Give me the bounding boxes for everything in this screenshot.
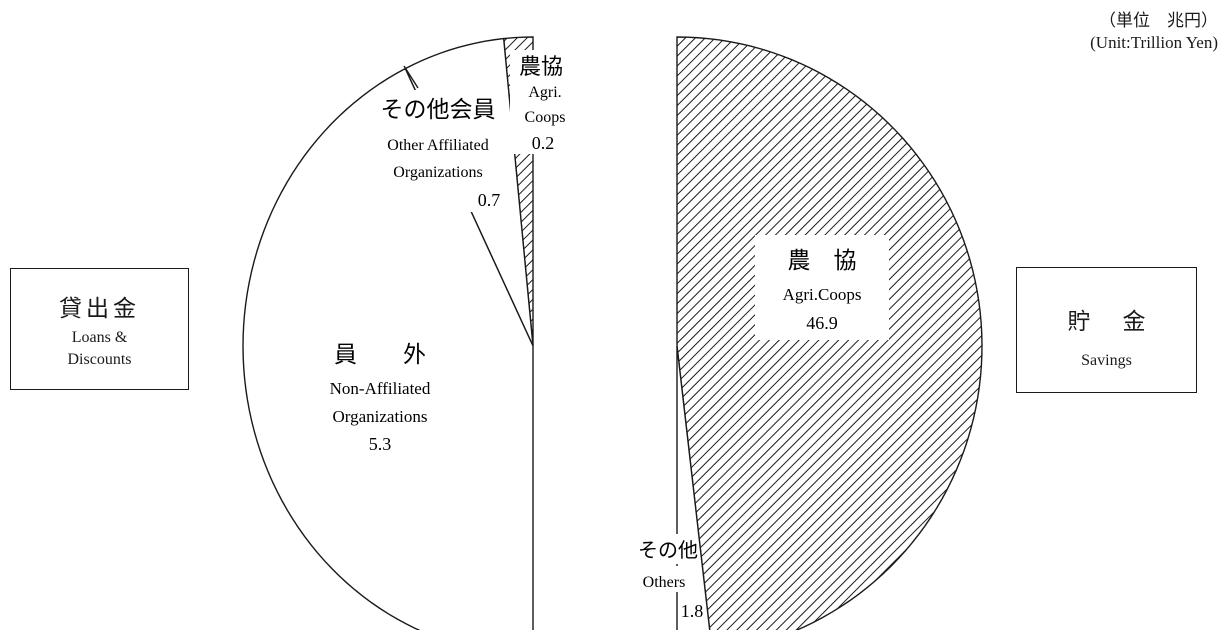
label-agri-en2-loans: Coops — [525, 109, 566, 126]
label-bg-others-en — [642, 566, 692, 592]
label-bg-others — [636, 534, 696, 564]
label-agri-en-loans: Agri. — [528, 84, 561, 101]
savings-box: 貯金 Savings — [1016, 267, 1197, 393]
label-other-aff-value: 0.7 — [478, 190, 501, 210]
savings-box-en: Savings — [1081, 352, 1132, 369]
label-other-aff-jp: その他会員 — [381, 97, 496, 122]
label-box-agri-savings — [755, 235, 889, 340]
savings-pie: 農 協 Agri.Coops 46.9 その他 Others 1.8 — [636, 36, 983, 630]
label-agri-jp-loans: 農協 — [519, 54, 563, 79]
loans-discounts-box: 貸出金 Loans & Discounts — [10, 268, 189, 390]
loans-box-en2: Discounts — [67, 351, 132, 368]
label-other-aff-en: Other Affiliated — [387, 137, 488, 154]
label-bg-agri-loans — [510, 50, 548, 154]
label-others-jp: その他 — [638, 539, 698, 562]
label-non-aff-en: Non-Affiliated — [330, 379, 431, 398]
label-bg-other-aff — [372, 90, 508, 212]
label-non-aff-value: 5.3 — [369, 434, 392, 454]
label-others-en: Others — [643, 574, 686, 591]
label-agri-value-loans: 0.2 — [532, 133, 555, 153]
savings-box-jp: 貯金 — [1067, 309, 1178, 334]
label-agri-jp-savings: 農 協 — [788, 248, 857, 273]
label-others-value: 1.8 — [681, 601, 704, 621]
label-bg-others-val — [678, 596, 704, 622]
loans-box-en1: Loans & — [71, 329, 128, 346]
label-other-aff-en2: Organizations — [393, 164, 482, 181]
label-agri-value-savings: 46.9 — [806, 313, 838, 333]
label-non-aff-jp: 員 外 — [334, 342, 426, 367]
unit-label-en: (Unit:Trillion Yen) — [1090, 33, 1218, 52]
unit-label-jp: （単位 兆円） — [1099, 11, 1218, 30]
loans-box-jp: 貸出金 — [59, 296, 140, 321]
label-non-aff-en2: Organizations — [332, 407, 427, 426]
leader-other-affiliated — [403, 65, 419, 89]
label-agri-en-savings: Agri.Coops — [783, 285, 862, 304]
loans-pie: 農協 Agri. Coops 0.2 その他会員 Other Affiliate… — [242, 36, 566, 630]
